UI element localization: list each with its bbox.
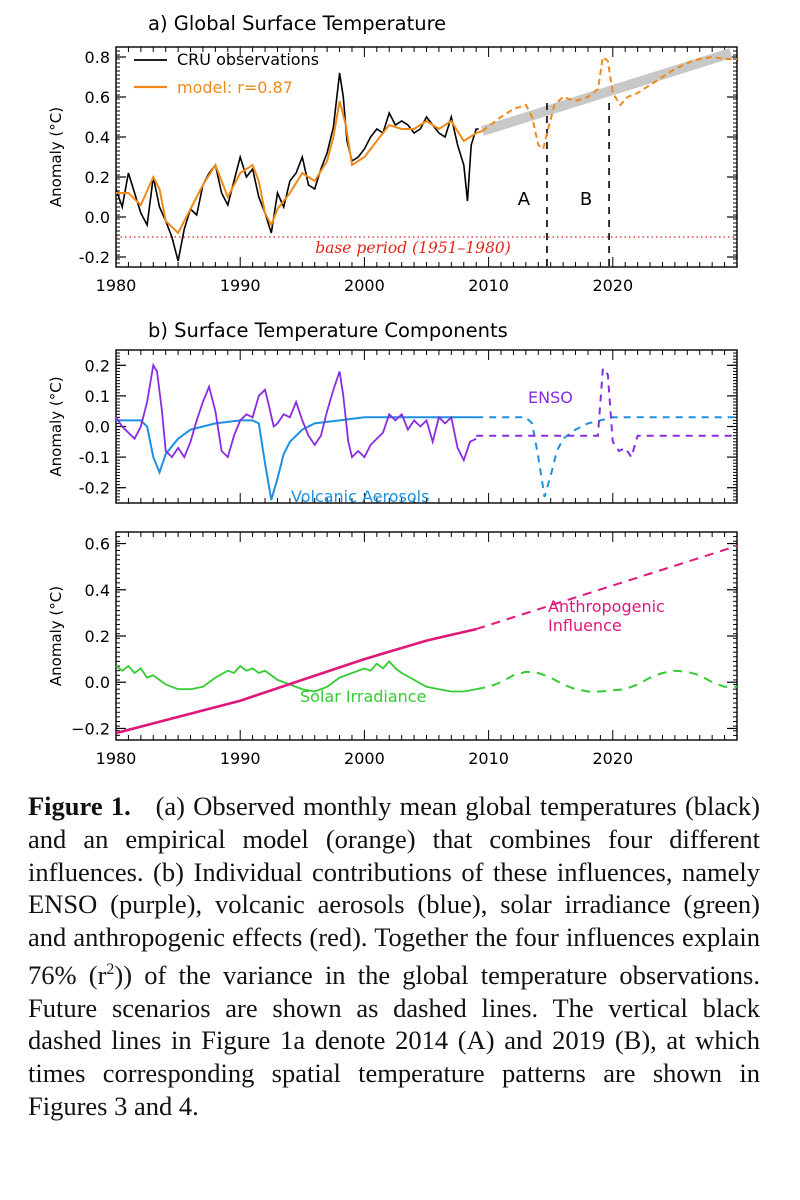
series-label-enso: ENSO: [528, 388, 573, 407]
legend-label-obs: CRU observations: [177, 50, 319, 69]
caption-superscript: 2: [106, 960, 115, 978]
y-tick-label: 0.0: [85, 673, 110, 692]
series-anthropogenic-future: [475, 544, 738, 631]
series-enso-future: [476, 365, 737, 460]
y-tick-label: -0.2: [79, 248, 110, 267]
event-label-A: A: [518, 189, 531, 210]
x-tick-label: 1980: [96, 276, 137, 295]
series-volcanic: [116, 416, 477, 501]
y-axis-label: Anomaly (°C): [47, 376, 65, 476]
series-label-solar: Solar Irradiance: [300, 687, 426, 706]
series-volcanic-future: [476, 416, 737, 498]
x-tick-label: 2010: [468, 749, 509, 768]
series-solar: [115, 660, 477, 693]
y-tick-label: 0.2: [85, 627, 110, 646]
series-cru-observations: [115, 72, 479, 262]
y-tick-label: 0.6: [85, 535, 110, 554]
event-label-B: B: [580, 189, 592, 210]
y-tick-label: 0.1: [85, 387, 110, 406]
series-enso: [115, 362, 477, 463]
y-axis-label: Anomaly (°C): [47, 586, 65, 686]
y-tick-label: 0.4: [85, 581, 110, 600]
y-axis-label: Anomaly (°C): [47, 107, 65, 207]
x-tick-label: 1990: [220, 276, 261, 295]
x-tick-label: 2020: [592, 749, 633, 768]
y-tick-label: 0.8: [85, 48, 110, 67]
x-tick-label: 1990: [220, 749, 261, 768]
series-anthropogenic: [115, 627, 477, 735]
series-trend-line: [480, 48, 733, 136]
y-tick-label: 0.0: [85, 208, 110, 227]
series-label-anthropogenic-1: Anthropogenic: [548, 597, 665, 616]
figure-caption: Figure 1. (a) Observed monthly mean glob…: [28, 790, 760, 1123]
x-tick-label: 2020: [592, 276, 633, 295]
series-label-volcanic: Volcanic Aerosols: [291, 487, 429, 506]
x-tick-label: 1980: [96, 749, 137, 768]
plot-frame: [115, 349, 738, 504]
y-tick-label: 0.2: [85, 356, 110, 375]
caption-label: Figure 1.: [28, 791, 131, 821]
x-tick-label: 2000: [344, 276, 385, 295]
x-tick-label: 2010: [468, 276, 509, 295]
caption-text: (a) Observed monthly mean global tempera…: [28, 791, 760, 1121]
y-tick-label: 0.6: [85, 88, 110, 107]
x-tick-label: 2000: [344, 749, 385, 768]
series-model: [116, 100, 483, 235]
y-tick-label: 0.4: [85, 128, 110, 147]
y-tick-label: -0.1: [79, 448, 110, 467]
series-model-future: [481, 55, 737, 151]
y-tick-label: 0.0: [85, 418, 110, 437]
chart-title-b: b) Surface Temperature Components: [148, 319, 508, 342]
y-tick-label: −0.2: [71, 719, 110, 738]
y-tick-label: -0.2: [79, 479, 110, 498]
series-solar-future: [476, 669, 737, 693]
series-label-anthropogenic-2: Influence: [548, 616, 622, 635]
figure-canvas: a) Global Surface Temperature -0.2 0.0 0.2 0…: [47, 12, 738, 768]
legend-label-model: model: r=0.87: [177, 78, 293, 97]
chart-title-a: a) Global Surface Temperature: [148, 12, 446, 35]
base-period-label: base period (1951–1980): [315, 239, 511, 257]
y-tick-label: 0.2: [85, 168, 110, 187]
